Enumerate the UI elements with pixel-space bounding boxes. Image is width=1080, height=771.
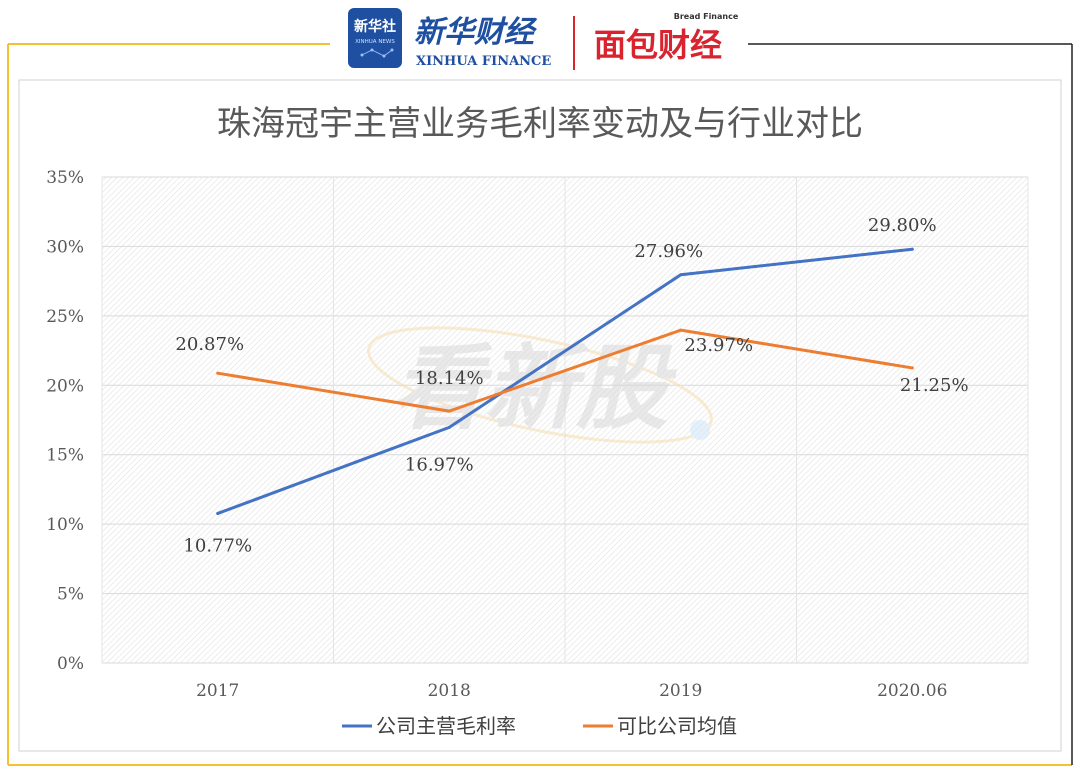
data-label: 27.96% xyxy=(634,241,703,262)
data-label: 29.80% xyxy=(868,215,937,236)
bread-finance-en: Bread Finance xyxy=(674,12,739,21)
series-line-1 xyxy=(216,247,914,515)
y-tick-label: 30% xyxy=(46,237,84,257)
data-point xyxy=(679,273,683,277)
x-axis: 2017 2018 2019 2020.06 xyxy=(196,681,947,701)
data-label: 10.77% xyxy=(183,535,252,556)
data-point xyxy=(910,366,914,370)
data-point xyxy=(679,328,683,332)
x-tick-label: 2020.06 xyxy=(877,681,947,701)
series-layer xyxy=(216,247,914,515)
watermark-text: 看新股 xyxy=(392,334,677,442)
bread-finance-cn: 面包财经 xyxy=(594,26,722,64)
x-tick-label: 2017 xyxy=(196,681,239,701)
data-label: 16.97% xyxy=(405,454,474,475)
xinhua-finance-cn: 新华财经 xyxy=(414,15,538,50)
y-tick-label: 5% xyxy=(57,585,84,605)
xinhua-badge-text: 新华社 xyxy=(354,18,396,35)
data-label: 18.14% xyxy=(415,368,484,389)
data-label: 23.97% xyxy=(684,335,753,356)
data-point xyxy=(216,511,220,515)
header: 新华社 XINHUA NEWS 新华财经 XINHUA FINANCE Brea… xyxy=(348,8,739,70)
x-tick-label: 2018 xyxy=(428,681,471,701)
data-point xyxy=(216,371,220,375)
xinhua-news-logo: 新华社 XINHUA NEWS xyxy=(348,8,402,68)
x-tick-label: 2019 xyxy=(659,681,702,701)
legend-label: 可比公司均值 xyxy=(617,714,737,738)
data-point xyxy=(910,247,914,251)
y-tick-label: 10% xyxy=(46,515,84,535)
legend: 公司主营毛利率 可比公司均值 xyxy=(342,714,737,738)
chart-title: 珠海冠宇主营业务毛利率变动及与行业对比 xyxy=(217,104,863,144)
data-label: 20.87% xyxy=(175,334,244,355)
y-axis: 0% 5% 10% 15% 20% 25% 30% 35% xyxy=(46,168,84,674)
y-tick-label: 35% xyxy=(46,168,84,188)
y-tick-label: 20% xyxy=(46,376,84,396)
xinhua-badge-sub: XINHUA NEWS xyxy=(355,39,395,45)
data-point xyxy=(447,409,451,413)
outer-frame xyxy=(7,43,1073,766)
y-tick-label: 0% xyxy=(57,654,84,674)
xinhua-finance-en: XINHUA FINANCE xyxy=(416,54,551,69)
legend-label: 公司主营毛利率 xyxy=(376,714,516,738)
y-tick-label: 25% xyxy=(46,307,84,327)
watermark: 看新股 xyxy=(367,326,713,444)
gridlines xyxy=(101,176,1029,664)
data-label: 21.25% xyxy=(900,375,969,396)
series-line-2 xyxy=(216,328,914,413)
data-point xyxy=(447,425,451,429)
y-tick-label: 15% xyxy=(46,446,84,466)
data-labels: 10.77% 16.97% 27.96% 29.80% 20.87% 18.14% 23.9… xyxy=(175,215,968,556)
